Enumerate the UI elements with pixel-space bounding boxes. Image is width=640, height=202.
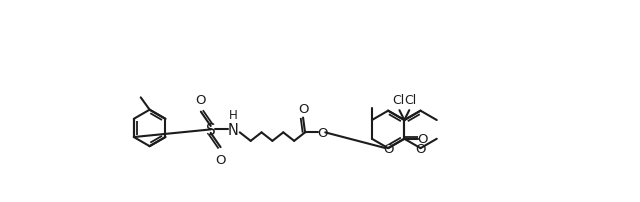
Text: O: O — [383, 142, 394, 155]
Text: O: O — [215, 153, 226, 166]
Text: Cl: Cl — [404, 94, 417, 107]
Text: N: N — [228, 122, 239, 137]
Text: Cl: Cl — [392, 94, 404, 107]
Text: O: O — [415, 142, 426, 155]
Text: S: S — [206, 122, 216, 137]
Text: O: O — [417, 133, 428, 146]
Text: O: O — [317, 126, 328, 139]
Text: O: O — [298, 102, 308, 115]
Text: H: H — [229, 108, 237, 121]
Text: O: O — [196, 94, 206, 107]
